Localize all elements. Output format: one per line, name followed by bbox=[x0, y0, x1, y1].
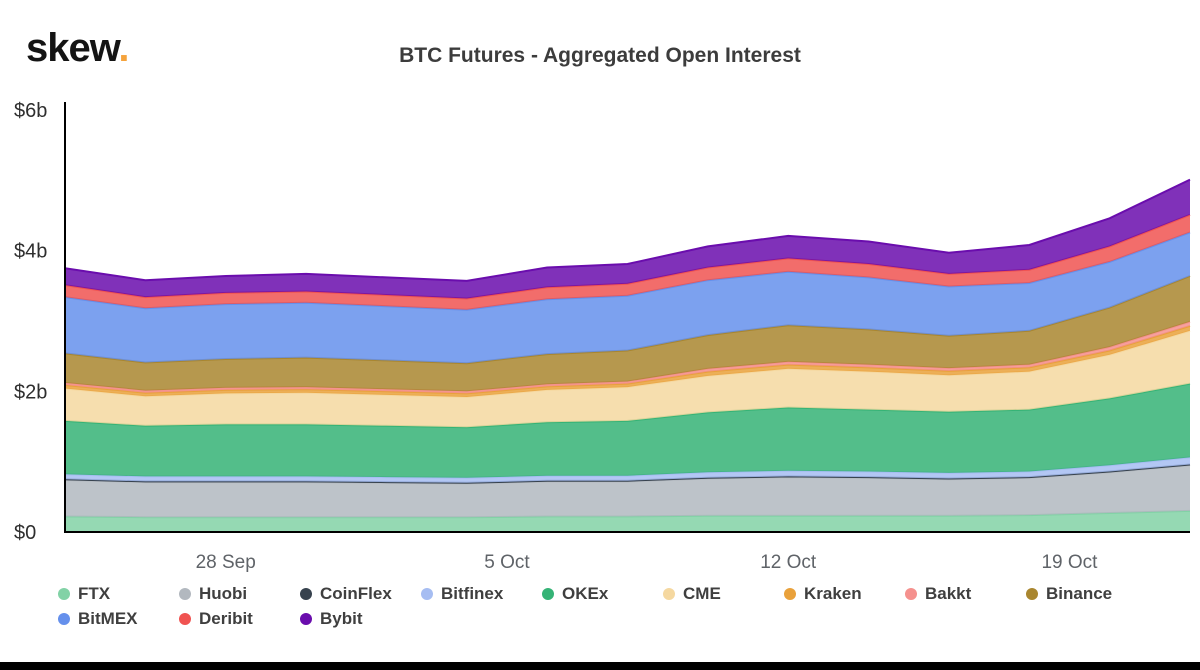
y-tick-label: $4b bbox=[14, 241, 47, 263]
logo-text: skew bbox=[26, 26, 119, 70]
legend-dot-bitfinex bbox=[421, 588, 433, 600]
legend-label: CoinFlex bbox=[320, 584, 392, 603]
legend-label: Deribit bbox=[199, 609, 253, 628]
legend-item-bitfinex[interactable]: Bitfinex bbox=[421, 584, 542, 604]
area-cme bbox=[65, 330, 1190, 428]
area-bitmex bbox=[65, 232, 1190, 364]
legend-label: Kraken bbox=[804, 584, 862, 603]
legend-item-coinflex[interactable]: CoinFlex bbox=[300, 584, 421, 604]
legend-item-kraken[interactable]: Kraken bbox=[784, 584, 905, 604]
legend-item-okex[interactable]: OKEx bbox=[542, 584, 663, 604]
y-tick-label: $2b bbox=[14, 381, 47, 403]
legend-label: OKEx bbox=[562, 584, 609, 603]
area-huobi bbox=[65, 465, 1190, 518]
area-okex bbox=[65, 383, 1190, 478]
legend-item-huobi[interactable]: Huobi bbox=[179, 584, 300, 604]
legend-dot-cme bbox=[663, 588, 675, 600]
area-bitfinex bbox=[65, 457, 1190, 483]
y-tick-label: $0 bbox=[14, 522, 36, 544]
x-tick-label: 12 Oct bbox=[760, 552, 817, 573]
legend-label: CME bbox=[683, 584, 721, 603]
legend-dot-coinflex bbox=[300, 588, 312, 600]
legend-dot-bakkt bbox=[905, 588, 917, 600]
legend-label: Binance bbox=[1046, 584, 1113, 603]
legend-item-bybit[interactable]: Bybit bbox=[300, 609, 421, 629]
legend-dot-bitmex bbox=[58, 613, 70, 625]
area-bybit bbox=[65, 179, 1190, 299]
legend-dot-deribit bbox=[179, 613, 191, 625]
legend-item-cme[interactable]: CME bbox=[663, 584, 784, 604]
x-tick-label: 19 Oct bbox=[1041, 552, 1098, 573]
legend-dot-kraken bbox=[784, 588, 796, 600]
legend-label: Huobi bbox=[199, 584, 248, 603]
legend-dot-ftx bbox=[58, 588, 70, 600]
legend-item-deribit[interactable]: Deribit bbox=[179, 609, 300, 629]
y-tick-label: $6b bbox=[14, 100, 47, 122]
legend-item-bitmex[interactable]: BitMEX bbox=[58, 609, 179, 629]
chart-legend: FTX Huobi CoinFlex Bitfinex OKEx CME Kraken Bak… bbox=[58, 584, 1188, 629]
legend-item-ftx[interactable]: FTX bbox=[58, 584, 179, 604]
legend-item-binance[interactable]: Binance bbox=[1026, 584, 1147, 604]
legend-dot-okex bbox=[542, 588, 554, 600]
bottom-bar bbox=[0, 662, 1200, 670]
legend-label: Bybit bbox=[320, 609, 363, 628]
axes bbox=[64, 102, 1190, 533]
legend-dot-bybit bbox=[300, 613, 312, 625]
area-edge-bybit bbox=[64, 178, 1191, 282]
x-tick-label: 28 Sep bbox=[196, 552, 256, 573]
legend-label: FTX bbox=[78, 584, 111, 603]
legend-item-bakkt[interactable]: Bakkt bbox=[905, 584, 1026, 604]
area-deribit bbox=[65, 214, 1190, 310]
x-tick-label: 5 Oct bbox=[484, 552, 530, 573]
skew-logo: skew. bbox=[26, 26, 130, 71]
area-binance bbox=[65, 276, 1190, 392]
chart-title: BTC Futures - Aggregated Open Interest bbox=[399, 44, 801, 67]
legend-label: BitMEX bbox=[78, 609, 138, 628]
logo-dot: . bbox=[118, 26, 129, 70]
legend-dot-binance bbox=[1026, 588, 1038, 600]
legend-label: Bakkt bbox=[925, 584, 972, 603]
legend-dot-huobi bbox=[179, 588, 191, 600]
legend-label: Bitfinex bbox=[441, 584, 504, 603]
